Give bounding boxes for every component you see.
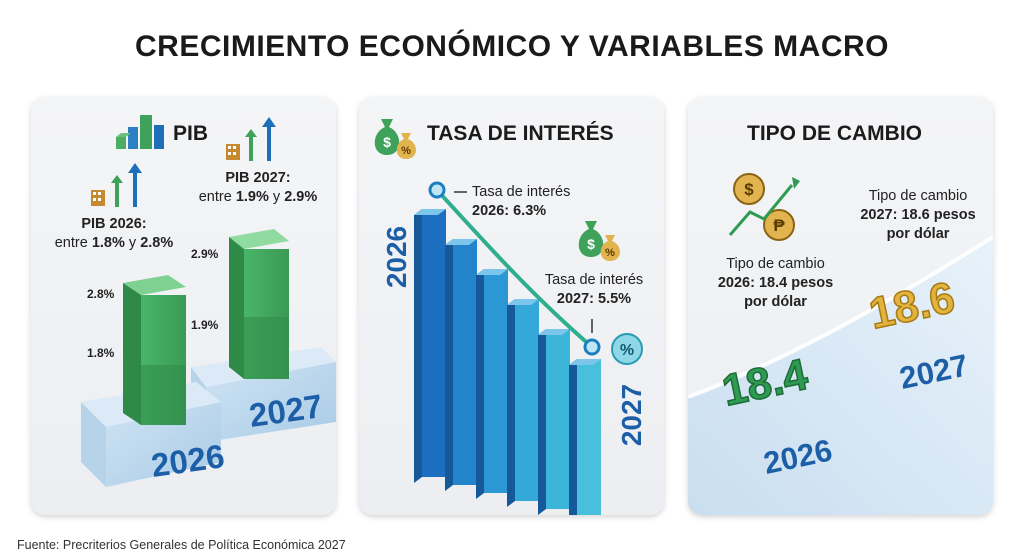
tipo-2026-label: Tipo de cambio 2026: 18.4 pesos por dóla…	[693, 255, 858, 312]
tasa-year-2027: 2027	[616, 384, 647, 446]
tasa-2026-heading: Tasa de interés	[472, 184, 571, 200]
pib-2027-mid: y	[268, 189, 285, 205]
source-footer: Fuente: Precriterios Generales de Políti…	[17, 538, 346, 552]
pib-2026-tick-high: 2.8%	[87, 287, 115, 301]
tasa-bar	[507, 299, 539, 507]
pib-bar-2027	[229, 229, 289, 379]
tipo-2027-label: Tipo de cambio 2027: 18.6 pesos por dóla…	[843, 187, 993, 244]
pib-2026-mid: y	[124, 235, 141, 251]
tasa-year-2026: 2026	[381, 226, 412, 288]
pib-bar-2026	[123, 275, 186, 425]
percent-badge-icon: %	[611, 333, 643, 365]
tipo-chart-graphics: 18.4 18.6 2026 2027 $ ₱	[688, 173, 993, 515]
pib-2026-v2: 2.8%	[140, 235, 174, 251]
tasa-panel-title: TASA DE INTERÉS	[427, 122, 614, 145]
building-up-arrows-icon	[226, 117, 276, 161]
pib-2027-pre: entre	[198, 189, 236, 205]
page-title: CRECIMIENTO ECONÓMICO Y VARIABLES MACRO	[134, 30, 889, 63]
tipo-2026-heading: Tipo de cambio	[726, 256, 825, 272]
pib-2026-v1: 1.8%	[91, 235, 125, 251]
tasa-bar	[538, 329, 570, 515]
tipo-2027-heading: Tipo de cambio	[868, 188, 968, 204]
svg-text:$: $	[744, 180, 754, 199]
money-bag-dollar-percent-icon: $ %	[578, 221, 621, 261]
tasa-trend-line	[435, 188, 594, 349]
money-bag-dollar-percent-icon: $ %	[374, 119, 417, 159]
svg-text:%: %	[620, 342, 634, 359]
tipo-panel-title: TIPO DE CAMBIO	[747, 122, 923, 145]
svg-text:$: $	[587, 236, 595, 252]
tasa-panel: % $ % $ % 2026 2027 TASA DE INTERÉS Tasa…	[359, 97, 664, 515]
pib-panel-title: PIB	[173, 122, 209, 145]
tasa-2026-value: 2026: 6.3%	[472, 203, 547, 219]
svg-text:%: %	[605, 247, 615, 259]
dollar-peso-exchange-icon: $ ₱	[728, 173, 800, 241]
tipo-ramp-edge	[688, 235, 993, 399]
building-chart-icon	[116, 115, 164, 149]
pib-2027-tick-low: 1.9%	[191, 318, 219, 332]
tasa-bar	[476, 269, 508, 499]
pib-2027-label: PIB 2027: entre 1.9% y 2.9%	[183, 169, 333, 207]
pib-2027-v2: 2.9%	[284, 189, 318, 205]
svg-text:$: $	[383, 134, 391, 150]
tasa-chart-graphics: % $ % $ % 2026 2027	[374, 119, 647, 515]
tipo-2027-value: 2027: 18.6 pesos	[860, 207, 976, 223]
tasa-2027-value: 2027: 5.5%	[556, 291, 632, 307]
pib-2026-tick-low: 1.8%	[87, 346, 115, 360]
tipo-cambio-panel: 18.4 18.6 2026 2027 $ ₱ TIPO DE CAMBIO T…	[688, 97, 993, 515]
pib-chart-graphics: 2026 2027	[81, 115, 336, 487]
svg-text:%: %	[401, 145, 411, 157]
pib-2027-tick-high: 2.9%	[191, 247, 219, 261]
tasa-bar	[445, 239, 477, 491]
tasa-2026-label: Tasa de interés 2026: 6.3%	[472, 183, 570, 221]
tasa-bar	[569, 359, 601, 515]
tasa-2027-heading: Tasa de interés	[544, 272, 644, 288]
tipo-2026-value: 2026: 18.4 pesos	[717, 275, 834, 291]
pib-panel: 2026 2027 PIB PIB 2027: entre 1.	[31, 97, 336, 515]
tasa-point-2027	[583, 338, 601, 356]
tasa-2027-label: Tasa de interés 2027: 5.5%	[529, 271, 659, 309]
tipo-2026-unit: por dólar	[744, 294, 807, 310]
pib-2027-heading: PIB 2027:	[225, 170, 291, 186]
pib-2026-heading: PIB 2026:	[81, 216, 147, 232]
building-up-arrows-icon	[91, 163, 142, 207]
tipo-2027-unit: por dólar	[886, 226, 950, 242]
pib-2027-v1: 1.9%	[235, 189, 269, 205]
pib-2026-pre: entre	[54, 235, 92, 251]
svg-text:₱: ₱	[773, 216, 785, 235]
tasa-point-2026	[428, 181, 446, 199]
tipo-ramp	[688, 237, 993, 515]
tasa-bar	[414, 209, 446, 483]
pib-2026-label: PIB 2026: entre 1.8% y 2.8%	[39, 215, 189, 253]
